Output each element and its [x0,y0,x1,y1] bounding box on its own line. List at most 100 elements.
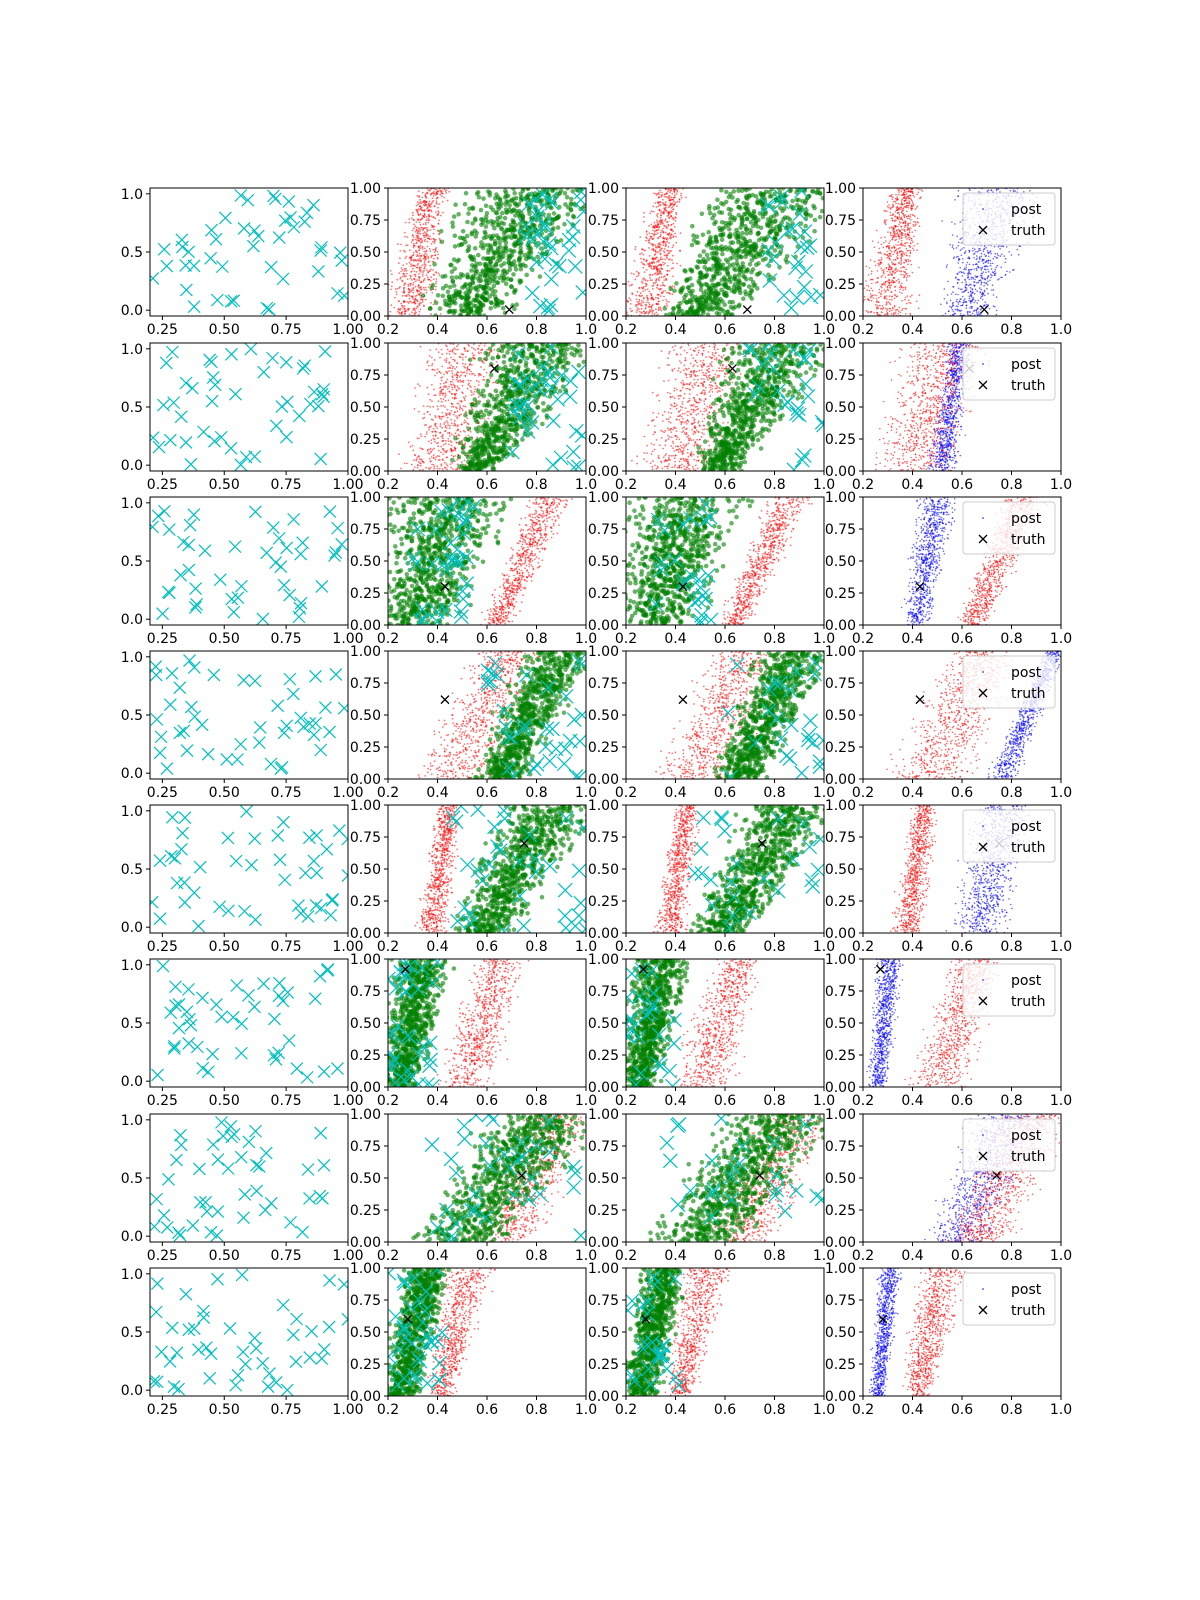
posterior-point [740,261,745,266]
sample-cross [796,279,812,295]
posterior-point [417,232,420,235]
posterior-point [642,301,645,303]
posterior-point [901,252,903,255]
posterior-point [674,219,677,222]
posterior-point [995,256,998,259]
posterior-point [719,237,725,242]
posterior-point [992,305,995,307]
posterior-point [906,254,908,257]
posterior-point [662,204,665,206]
posterior-point [672,288,677,294]
posterior-point [635,311,638,314]
posterior-point [898,310,900,313]
posterior-point [688,291,694,296]
posterior-point [419,207,422,210]
posterior-point [462,308,468,314]
posterior-point [417,313,420,316]
posterior-point [671,202,674,205]
posterior-point [674,196,676,198]
posterior-point [423,253,426,256]
posterior-point [488,204,494,210]
posterior-point [992,294,995,296]
posterior-point [863,298,866,301]
posterior-point [657,261,660,263]
posterior-point [892,213,894,215]
posterior-point [433,369,436,371]
posterior-point [423,202,426,204]
sample-cross [264,260,278,274]
posterior-point [654,249,657,252]
posterior-point [905,204,908,207]
posterior-point [719,287,724,293]
posterior-point [661,198,664,201]
posterior-point [884,210,886,212]
posterior-point [423,203,425,206]
posterior-point [879,259,881,261]
posterior-point [656,221,658,224]
posterior-point [962,271,964,274]
posterior-point [986,249,989,252]
posterior-point [892,236,894,238]
posterior-point [667,224,670,227]
posterior-point [907,191,910,193]
posterior-point [747,193,752,199]
posterior-point [460,371,462,374]
posterior-point [867,311,870,313]
sample-cross [241,193,255,207]
posterior-point [655,278,658,280]
posterior-point [652,205,655,208]
posterior-point [738,290,743,296]
posterior-point [427,271,429,274]
posterior-point [999,248,1001,250]
posterior-point [652,284,655,287]
posterior-point [636,290,639,293]
posterior-point [647,263,649,265]
posterior-point [878,265,880,267]
posterior-point [912,203,914,205]
posterior-point [952,291,954,293]
posterior-point [380,305,382,307]
posterior-point [769,193,774,199]
posterior-point [973,268,975,270]
sample-cross [179,436,193,449]
posterior-point [887,255,890,257]
posterior-point [911,189,913,191]
posterior-point [872,297,875,299]
posterior-point [660,284,662,287]
posterior-point [718,232,724,238]
posterior-point [882,282,885,285]
posterior-point [904,286,907,289]
posterior-point [433,228,435,231]
posterior-point [418,260,420,262]
posterior-point [474,268,480,274]
posterior-point [425,196,427,198]
posterior-point [400,267,403,269]
posterior-point [896,270,898,273]
posterior-point [637,308,640,311]
posterior-point [913,249,915,251]
posterior-point [556,213,561,219]
posterior-point [960,237,963,240]
posterior-point [882,270,885,273]
posterior-point [655,311,658,314]
posterior-point [423,234,426,237]
posterior-point [416,201,419,204]
posterior-point [438,274,441,276]
posterior-point [908,194,911,197]
posterior-point [520,188,526,194]
posterior-point [666,273,669,276]
posterior-point [709,267,714,272]
posterior-point [656,270,659,273]
posterior-point [800,235,806,240]
posterior-point [723,224,728,229]
posterior-point [426,226,428,229]
posterior-point [976,282,978,284]
posterior-point [397,307,400,310]
posterior-point [468,306,474,311]
posterior-point [460,374,462,377]
posterior-point [637,274,640,277]
posterior-point [643,212,645,214]
posterior-point [891,267,893,270]
posterior-point [886,256,889,259]
posterior-point [655,303,658,306]
